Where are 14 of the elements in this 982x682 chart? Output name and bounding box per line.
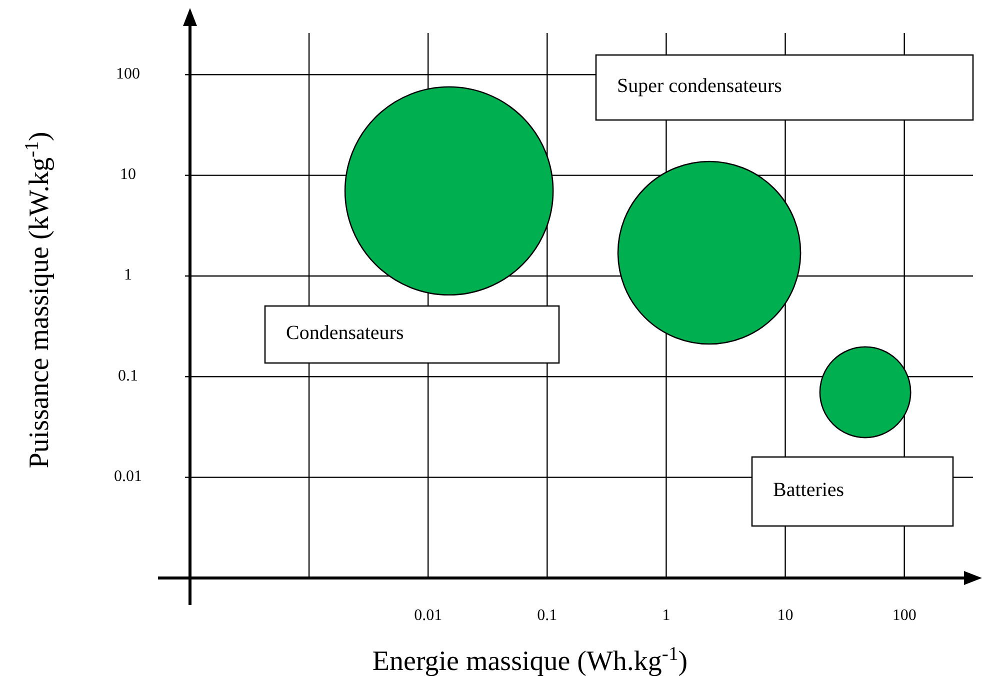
annotation: Condensateurs bbox=[286, 322, 404, 344]
x-tick-label: 0.01 bbox=[414, 607, 442, 624]
x-tick-label: 1 bbox=[662, 607, 670, 624]
x-tick-label: 10 bbox=[777, 607, 794, 624]
x-axis-title: Energie massique (Wh.kg$^{-1}$) bbox=[372, 644, 688, 677]
x-tick-label: 100 bbox=[892, 607, 916, 624]
annotation: Super condensateurs bbox=[617, 75, 782, 98]
annotation: Batteries bbox=[773, 479, 844, 502]
y-tick-label: 10 bbox=[120, 166, 136, 183]
x-tick-label: 0.1 bbox=[537, 607, 558, 624]
y-tick-label: 100 bbox=[116, 65, 140, 82]
y-tick-label: 1 bbox=[124, 266, 132, 284]
y-tick-label: 0.1 bbox=[118, 367, 138, 384]
y-tick-label: 0.01 bbox=[114, 468, 142, 485]
